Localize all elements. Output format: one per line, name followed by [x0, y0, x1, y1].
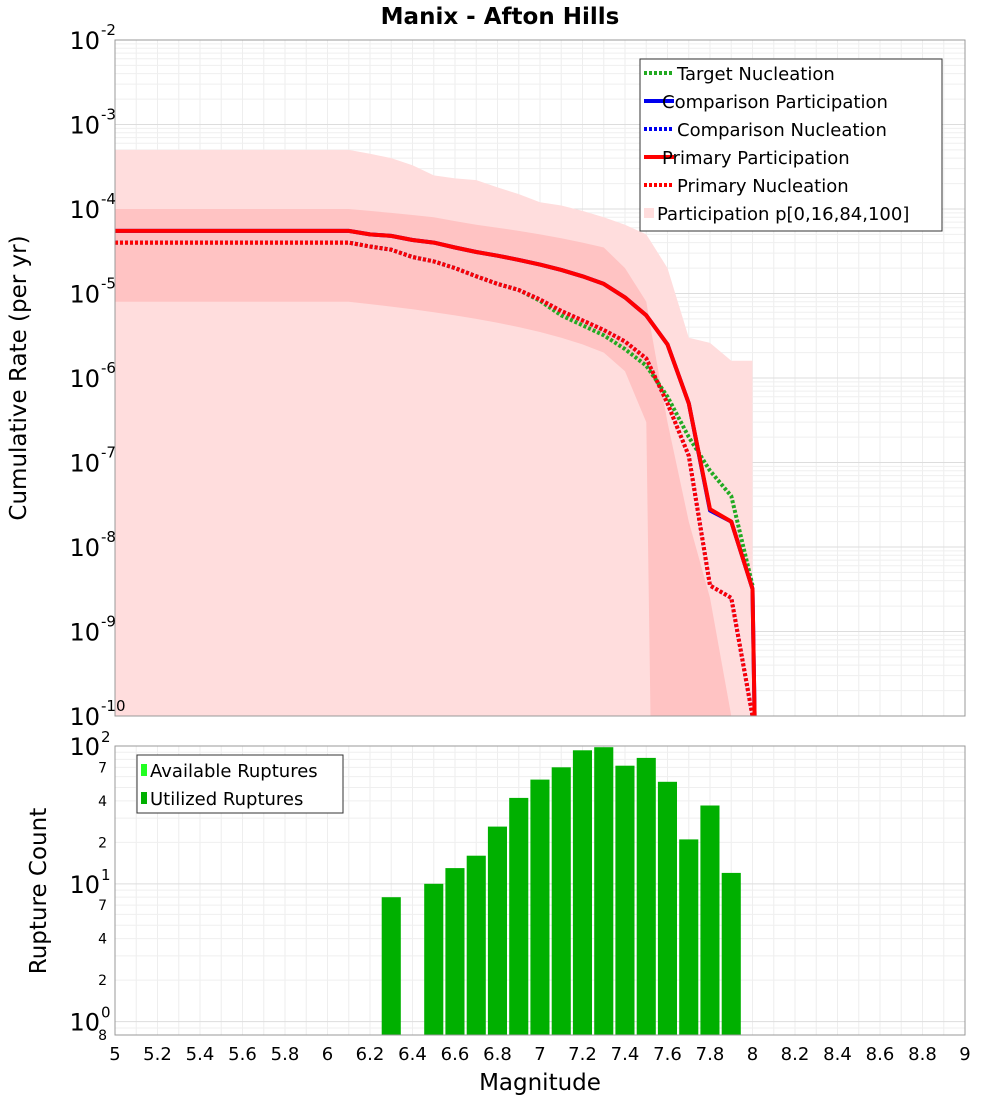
primary-participation-line [115, 228, 757, 717]
x-tick-label: 7.6 [653, 1044, 682, 1065]
top-plot-y-ticks: 10-210-310-410-510-610-710-810-910-10 [69, 21, 125, 731]
x-tick-label: 7.4 [611, 1044, 640, 1065]
bottom-y-minor-tick: 2 [98, 973, 107, 989]
bottom-y-minor-tick: 2 [98, 835, 107, 851]
top-plot-bands [115, 149, 753, 716]
x-tick-label: 8.2 [781, 1044, 810, 1065]
x-tick-label: 8.8 [908, 1044, 937, 1065]
bottom-y-minor-tick: 4 [98, 932, 107, 948]
rupture-bar [679, 839, 699, 1035]
x-tick-label: 6.4 [398, 1044, 427, 1065]
y-tick-exponent: -3 [101, 106, 116, 124]
y-tick-exponent: -8 [101, 528, 116, 546]
x-tick-label: 8.6 [866, 1044, 895, 1065]
bottom-y-tick-base: 10 [69, 871, 100, 899]
legend-label-primary-participation: Primary Participation [662, 148, 850, 169]
x-tick-label: 5.2 [143, 1044, 172, 1065]
x-axis-ticks: 5 5.2 5.4 5.6 5.8 6 6.2 6.4 6.6 6.8 7 7.2 7.4 7.6 7.8 8… [109, 1044, 970, 1065]
x-tick-label: 6.8 [483, 1044, 512, 1065]
legend-swatch-participation-p-0-16-84-100- [644, 208, 654, 218]
rupture-bar [721, 872, 741, 1035]
legend-label-utilized-ruptures: Utilized Ruptures [150, 789, 303, 810]
bottom-y-tick-base: 10 [69, 733, 100, 761]
bottom-y-minor-tick: 7 [98, 760, 107, 776]
bottom-legend: Available Ruptures Utilized Ruptures [136, 754, 344, 814]
legend-swatch-available-ruptures [141, 764, 147, 776]
rupture-bar [424, 883, 444, 1035]
x-tick-label: 5.6 [228, 1044, 257, 1065]
legend-swatch-utilized-ruptures [141, 792, 147, 804]
bottom-y-minor-tick: 7 [98, 898, 107, 914]
y-tick-base: 10 [69, 196, 100, 224]
y-tick-exponent: -5 [101, 275, 116, 293]
top-legend: Target Nucleation Comparison Participatio… [639, 58, 943, 232]
y-tick-base: 10 [69, 27, 100, 55]
bottom-y-tick-exponent: 0 [101, 1004, 111, 1022]
bottom-plot-frame [114, 745, 966, 1036]
y-tick-base: 10 [69, 365, 100, 393]
rupture-bar [700, 805, 720, 1035]
y-tick-base: 10 [69, 450, 100, 478]
rupture-bar [381, 897, 401, 1035]
legend-label-comparison-nucleation: Comparison Nucleation [677, 120, 887, 141]
y-tick-exponent: -10 [101, 697, 126, 715]
bottom-y-tick-exponent: 1 [101, 866, 111, 884]
chart-title: Manix - Afton Hills [381, 4, 620, 30]
rupture-bar [487, 826, 507, 1035]
rupture-bar [530, 779, 550, 1035]
y-tick-exponent: -4 [101, 190, 116, 208]
legend-label-comparison-participation: Comparison Participation [662, 92, 888, 113]
bottom-y-axis-label: Rupture Count [26, 808, 52, 974]
x-tick-label: 7.8 [696, 1044, 725, 1065]
top-plot-frame [114, 39, 966, 717]
y-tick-exponent: -6 [101, 359, 116, 377]
x-tick-label: 6 [322, 1044, 333, 1065]
legend-label-target-nucleation: Target Nucleation [676, 64, 835, 85]
rupture-bar [445, 868, 465, 1035]
x-tick-label: 7 [534, 1044, 545, 1065]
x-tick-label: 5 [109, 1044, 120, 1065]
y-tick-exponent: -7 [101, 444, 116, 462]
x-tick-label: 8.4 [823, 1044, 852, 1065]
band-inner [115, 209, 732, 716]
rupture-bar [615, 765, 635, 1035]
rupture-bar [572, 750, 592, 1035]
rupture-bar [636, 757, 656, 1035]
top-y-axis-label: Cumulative Rate (per yr) [6, 235, 32, 520]
bottom-y-minor-tick: 8 [98, 1028, 107, 1044]
rupture-bar [551, 767, 571, 1035]
y-tick-base: 10 [69, 619, 100, 647]
y-tick-base: 10 [69, 112, 100, 140]
rupture-bar [594, 747, 614, 1035]
x-tick-label: 6.6 [441, 1044, 470, 1065]
legend-label-participation-p-0-16-84-100-: Participation p[0,16,84,100] [657, 204, 909, 225]
rupture-bar [509, 797, 529, 1035]
top-legend-box [639, 58, 943, 232]
target-nucleation-line [115, 240, 755, 586]
rupture-bar [657, 781, 677, 1035]
bottom-plot-bars [381, 747, 741, 1035]
x-tick-label: 5.8 [271, 1044, 300, 1065]
top-plot-lines [115, 228, 757, 717]
x-axis-label: Magnitude [479, 1070, 601, 1096]
y-tick-base: 10 [69, 281, 100, 309]
y-tick-exponent: -2 [101, 21, 116, 39]
x-tick-label: 5.4 [186, 1044, 215, 1065]
bottom-y-minor-tick: 4 [98, 794, 107, 810]
y-tick-base: 10 [69, 534, 100, 562]
legend-label-primary-nucleation: Primary Nucleation [677, 176, 849, 197]
x-tick-label: 7.2 [568, 1044, 597, 1065]
x-tick-label: 8 [747, 1044, 758, 1065]
bottom-legend-box [136, 754, 344, 814]
rupture-bar [466, 855, 486, 1035]
bottom-y-tick-base: 10 [69, 1009, 100, 1037]
bottom-y-tick-exponent: 2 [101, 728, 111, 746]
y-tick-base: 10 [69, 703, 100, 731]
x-tick-label: 9 [959, 1044, 970, 1065]
legend-label-available-ruptures: Available Ruptures [150, 761, 318, 782]
x-tick-label: 6.2 [356, 1044, 385, 1065]
y-tick-exponent: -9 [101, 613, 116, 631]
